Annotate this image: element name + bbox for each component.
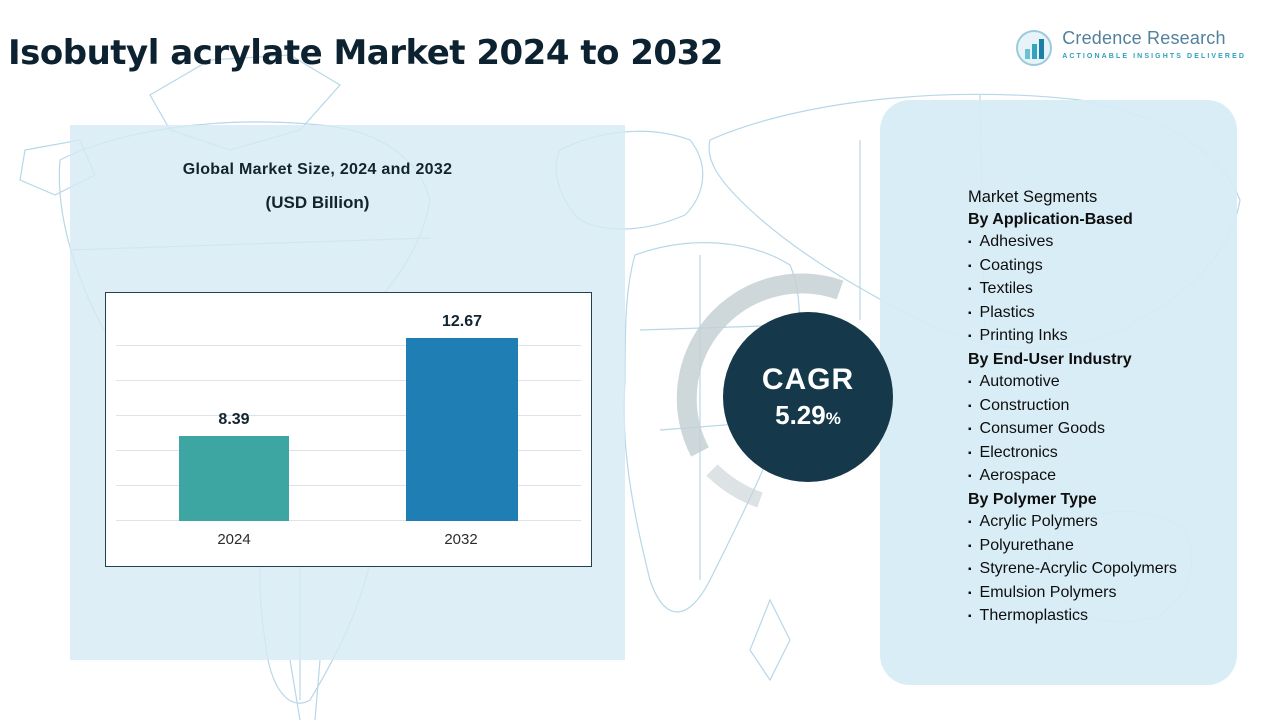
bar-2032	[406, 338, 518, 521]
x-axis-label-2024: 2024	[217, 531, 251, 548]
bullet-icon: ▪	[968, 611, 972, 622]
plot-area: 8.39 12.67	[116, 311, 581, 521]
segment-item: ▪ Electronics	[968, 442, 1223, 466]
bullet-icon: ▪	[968, 284, 972, 295]
bullet-icon: ▪	[968, 471, 972, 482]
segment-item-label: Textiles	[979, 280, 1033, 297]
segment-item-label: Plastics	[979, 303, 1035, 321]
cagr-value: 5.29%	[775, 400, 841, 430]
segment-item: ▪ Acrylic Polymers	[968, 511, 1223, 535]
segment-item: ▪ Aerospace	[968, 465, 1223, 489]
segment-item-label: Polyurethane	[979, 536, 1074, 554]
bullet-icon: ▪	[968, 424, 972, 435]
cagr-badge: CAGR 5.29%	[723, 312, 893, 482]
segment-item: ▪ Emulsion Polymers	[968, 582, 1223, 606]
page-title: Isobutyl acrylate Market 2024 to 2032	[8, 32, 723, 73]
logo-chart-icon	[1016, 30, 1053, 66]
logo-name: Credence Research	[1062, 28, 1226, 48]
segment-item-label: Adhesives	[979, 233, 1054, 250]
segment-item: ▪ Printing Inks	[968, 325, 1223, 349]
market-segments-panel: Market Segments By Application-Based ▪ Ad…	[880, 100, 1237, 685]
bar-chart: 8.39 12.67 2024 2032	[105, 292, 592, 567]
segment-item: ▪ Adhesives	[968, 231, 1223, 255]
percent-sign: %	[825, 409, 841, 428]
segment-group-heading: By End-User Industry	[968, 350, 1132, 368]
bullet-icon: ▪	[968, 237, 972, 248]
segment-item-label: Emulsion Polymers	[979, 583, 1117, 601]
segment-item: ▪ Plastics	[968, 302, 1223, 326]
market-size-panel: Global Market Size, 2024 and 2032 (USD B…	[70, 125, 625, 660]
bar-group-2032: 12.67	[406, 313, 518, 521]
bullet-icon: ▪	[968, 540, 972, 552]
segment-item-label: Construction	[979, 396, 1070, 414]
cagr-label: CAGR	[761, 363, 855, 396]
segment-item: ▪ Textiles	[968, 278, 1223, 302]
segment-item-label: Automotive	[979, 373, 1060, 390]
segment-item-label: Coatings	[979, 256, 1043, 274]
bullet-icon: ▪	[968, 517, 972, 528]
bullet-icon: ▪	[968, 377, 972, 388]
segment-item: ▪ Construction	[968, 395, 1223, 419]
credence-research-logo: Credence Research Actionable Insights De…	[1014, 28, 1246, 68]
bar-2024	[179, 436, 289, 521]
bullet-icon: ▪	[968, 307, 972, 319]
bar-value-2032: 12.67	[441, 313, 483, 330]
logo-tagline: Actionable Insights Delivered	[1062, 53, 1246, 60]
segment-group-heading: By Polymer Type	[968, 490, 1097, 508]
chart-title: Global Market Size, 2024 and 2032	[182, 161, 453, 178]
bar-group-2024: 8.39	[179, 411, 289, 521]
chart-subtitle: (USD Billion)	[265, 193, 370, 212]
segment-item-label: Printing Inks	[979, 327, 1068, 344]
segment-item-label: Consumer Goods	[979, 420, 1105, 437]
bar-value-2024: 8.39	[218, 411, 250, 428]
segment-item: ▪ Thermoplastics	[968, 605, 1223, 629]
segment-item: ▪ Automotive	[968, 371, 1223, 395]
bullet-icon: ▪	[968, 400, 972, 412]
segment-group-heading: By Application-Based	[968, 210, 1133, 228]
segments-title: Market Segments	[968, 188, 1098, 206]
segment-item-label: Styrene-Acrylic Copolymers	[979, 560, 1177, 577]
bullet-icon: ▪	[968, 331, 972, 342]
bullet-icon: ▪	[968, 260, 972, 272]
x-axis-label-2032: 2032	[444, 531, 478, 548]
segment-item: ▪ Coatings	[968, 255, 1223, 279]
segment-item: ▪ Polyurethane	[968, 535, 1223, 559]
segment-item-label: Aerospace	[979, 467, 1057, 484]
segment-item-label: Electronics	[979, 443, 1058, 461]
segment-item: ▪ Styrene-Acrylic Copolymers	[968, 558, 1223, 582]
segment-item-label: Thermoplastics	[979, 607, 1089, 624]
segment-item-label: Acrylic Polymers	[979, 513, 1098, 530]
bullet-icon: ▪	[968, 447, 972, 459]
bullet-icon: ▪	[968, 564, 972, 575]
bullet-icon: ▪	[968, 587, 972, 599]
segment-item: ▪ Consumer Goods	[968, 418, 1223, 442]
